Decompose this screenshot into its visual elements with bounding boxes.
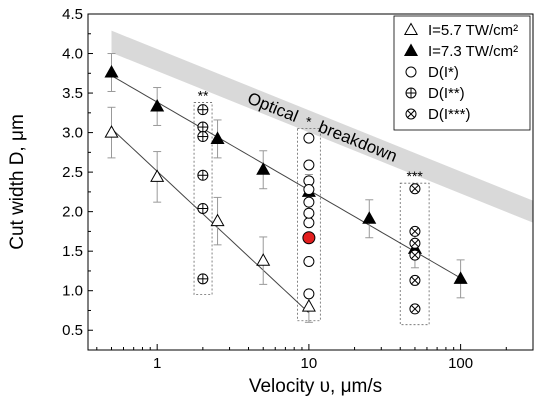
data-point [453, 271, 468, 284]
legend: I=5.7 TW/cm² I=7.3 TW/cm² D(I*) D(I**) D(I**… [393, 15, 531, 131]
data-point [197, 131, 209, 143]
data-point [303, 288, 315, 300]
fit-line [111, 75, 461, 279]
highlight-point [302, 231, 316, 245]
y-tick-label: 3.5 [62, 85, 83, 102]
legend-label: I=5.7 TW/cm² [428, 22, 518, 39]
data-points [104, 64, 468, 315]
optical-breakdown-band-layer [111, 30, 533, 223]
y-tick-label: 1.5 [62, 243, 83, 260]
legend-marker [403, 43, 419, 57]
legend-marker [405, 66, 417, 78]
data-point [409, 274, 421, 286]
group-label: ** [198, 88, 209, 104]
legend-label: I=7.3 TW/cm² [428, 43, 518, 60]
band-label: Optical [245, 89, 301, 126]
data-point [256, 253, 271, 266]
data-point [409, 237, 421, 249]
data-point [150, 98, 165, 112]
data-point [303, 196, 315, 208]
group-boxes [193, 102, 430, 326]
data-point [104, 64, 119, 78]
data-point [197, 169, 209, 181]
data-point [409, 225, 421, 237]
legend-label: D(I***) [428, 106, 471, 123]
group-label: * [306, 114, 312, 130]
plot-frame [87, 13, 534, 351]
data-point [104, 125, 119, 138]
data-point [210, 131, 225, 144]
band-label: breakdown [316, 117, 400, 166]
y-axis-title: Cut width D, μm [7, 114, 28, 250]
data-point [197, 121, 209, 133]
data-point [197, 202, 209, 214]
data-point [303, 207, 315, 219]
group-box [399, 182, 430, 326]
axes: 0.5 1.0 1.5 2.0 2.5 3.0 3.5 4.0 4.5 1 10 100 Velocit… [7, 6, 534, 397]
x-axis-title: Velocity υ, μm/s [249, 376, 382, 397]
y-tick-label: 2.5 [62, 164, 83, 181]
x-tick-label: 100 [448, 355, 473, 372]
y-tick-label: 1.0 [62, 283, 83, 300]
data-point [150, 169, 165, 182]
data-point [303, 184, 315, 196]
data-point [409, 303, 421, 315]
fit-line [111, 128, 310, 314]
y-tick-label: 3.0 [62, 125, 83, 142]
fit-lines [111, 75, 461, 314]
legend-marker [405, 108, 417, 120]
legend-label: D(I**) [428, 85, 465, 102]
data-point [256, 162, 271, 175]
group-label: *** [406, 168, 423, 184]
data-point [303, 159, 315, 171]
y-tick-label: 4.5 [62, 6, 83, 23]
x-tick-label: 10 [301, 355, 318, 372]
legend-label: D(I*) [428, 64, 459, 81]
data-point [303, 255, 315, 267]
legend-marker [405, 87, 417, 99]
y-tick-label: 4.0 [62, 46, 83, 63]
y-tick-label: 2.0 [62, 204, 83, 221]
data-point [197, 104, 209, 116]
optical-breakdown-band [111, 30, 533, 223]
x-tick-label: 1 [153, 355, 161, 372]
data-point [409, 183, 421, 195]
y-tick-label: 0.5 [62, 322, 83, 339]
data-point [409, 249, 421, 261]
data-point [303, 132, 315, 144]
legend-marker [403, 22, 419, 36]
data-point [210, 213, 225, 227]
data-point [301, 298, 316, 312]
data-point [303, 217, 315, 229]
group-box [193, 102, 213, 296]
data-point [197, 273, 209, 285]
data-point [362, 211, 377, 224]
